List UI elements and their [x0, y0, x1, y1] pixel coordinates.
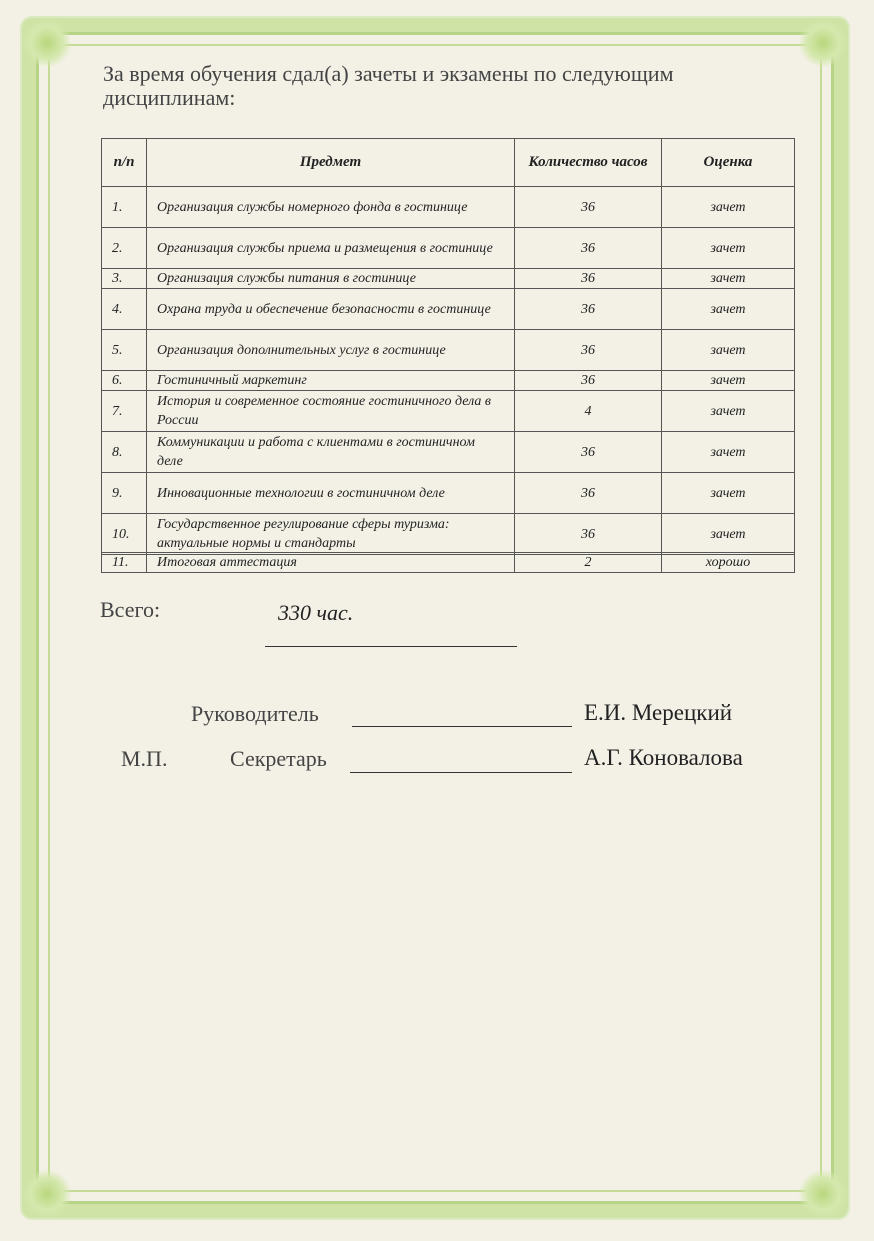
head-name: Е.И. Мерецкий [584, 700, 733, 725]
col-header-hours: Количество часов [514, 138, 662, 187]
decorative-frame-inner [48, 44, 822, 1192]
row-number: 5. [101, 329, 147, 371]
grades-table: п/п Предмет Количество часов Оценка 1. Ор… [101, 138, 795, 555]
row-number: 6. [101, 370, 147, 391]
row-grade: зачет [661, 288, 795, 330]
secretary-signature-line [350, 772, 572, 773]
col-header-number: п/п [101, 138, 147, 187]
row-grade: хорошо [661, 552, 795, 573]
corner-ornament [798, 1169, 848, 1219]
row-subject: Организация дополнительных услуг в гости… [146, 329, 515, 371]
row-grade: зачет [661, 370, 795, 391]
row-subject: Организация службы номерного фонда в гос… [146, 186, 515, 228]
stamp-label: М.П. [121, 746, 168, 771]
table-row: 6. Гостиничный маркетинг 36 зачет [101, 370, 795, 391]
row-subject: Гостиничный маркетинг [146, 370, 515, 391]
table-row: 8. Коммуникации и работа с клиентами в го… [101, 431, 795, 473]
corner-ornament [798, 18, 848, 68]
total-label: Всего: [100, 597, 161, 622]
table-row: 5. Организация дополнительных услуг в гос… [101, 329, 795, 371]
secretary-label: Секретарь [230, 746, 327, 771]
row-subject: Коммуникации и работа с клиентами в гост… [146, 431, 515, 473]
table-row: 2. Организация службы приема и размещения… [101, 227, 795, 269]
final-row-table: 11. Итоговая аттестация 2 хорошо [101, 552, 795, 573]
row-hours: 36 [514, 329, 662, 371]
col-header-grade: Оценка [661, 138, 795, 187]
row-number: 11. [101, 552, 147, 573]
row-grade: зачет [661, 268, 795, 289]
row-number: 10. [101, 513, 147, 555]
table-row: 1. Организация службы номерного фонда в г… [101, 186, 795, 228]
row-hours: 36 [514, 268, 662, 289]
corner-ornament [22, 18, 72, 68]
table-row: 9. Инновационные технологии в гостиничном… [101, 472, 795, 514]
row-number: 4. [101, 288, 147, 330]
row-grade: зачет [661, 472, 795, 514]
table-row: 3. Организация службы питания в гостинице… [101, 268, 795, 289]
table-row: 10. Государственное регулирование сферы т… [101, 513, 795, 555]
row-hours: 36 [514, 431, 662, 473]
row-grade: зачет [661, 227, 795, 269]
row-subject: Организация службы приема и размещения в… [146, 227, 515, 269]
row-number: 2. [101, 227, 147, 269]
row-hours: 4 [514, 390, 662, 432]
row-grade: зачет [661, 390, 795, 432]
row-subject: Итоговая аттестация [146, 552, 515, 573]
row-hours: 36 [514, 227, 662, 269]
head-label: Руководитель [191, 701, 319, 726]
table-row: 11. Итоговая аттестация 2 хорошо [101, 552, 795, 573]
table-row: 4. Охрана труда и обеспечение безопасност… [101, 288, 795, 330]
row-hours: 36 [514, 288, 662, 330]
row-hours: 36 [514, 513, 662, 555]
total-underline [265, 646, 517, 647]
row-grade: зачет [661, 513, 795, 555]
row-hours: 36 [514, 370, 662, 391]
row-subject: Организация службы питания в гостинице [146, 268, 515, 289]
row-number: 7. [101, 390, 147, 432]
decorative-frame [22, 18, 848, 1218]
head-signature-line [352, 726, 572, 727]
row-grade: зачет [661, 431, 795, 473]
row-number: 9. [101, 472, 147, 514]
row-number: 3. [101, 268, 147, 289]
secretary-name: А.Г. Коновалова [584, 745, 743, 770]
row-hours: 36 [514, 472, 662, 514]
row-grade: зачет [661, 186, 795, 228]
row-grade: зачет [661, 329, 795, 371]
corner-ornament [22, 1169, 72, 1219]
intro-text: За время обучения сдал(а) зачеты и экзам… [103, 61, 674, 110]
total-value: 330 час. [278, 600, 354, 625]
row-hours: 2 [514, 552, 662, 573]
table-header: п/п Предмет Количество часов Оценка [101, 138, 795, 187]
row-subject: История и современное состояние гостинич… [146, 390, 515, 432]
row-number: 8. [101, 431, 147, 473]
col-header-subject: Предмет [146, 138, 515, 187]
row-hours: 36 [514, 186, 662, 228]
row-subject: Инновационные технологии в гостиничном д… [146, 472, 515, 514]
row-subject: Государственное регулирование сферы тури… [146, 513, 515, 555]
row-number: 1. [101, 186, 147, 228]
row-subject: Охрана труда и обеспечение безопасности … [146, 288, 515, 330]
table-row: 7. История и современное состояние гостин… [101, 390, 795, 432]
